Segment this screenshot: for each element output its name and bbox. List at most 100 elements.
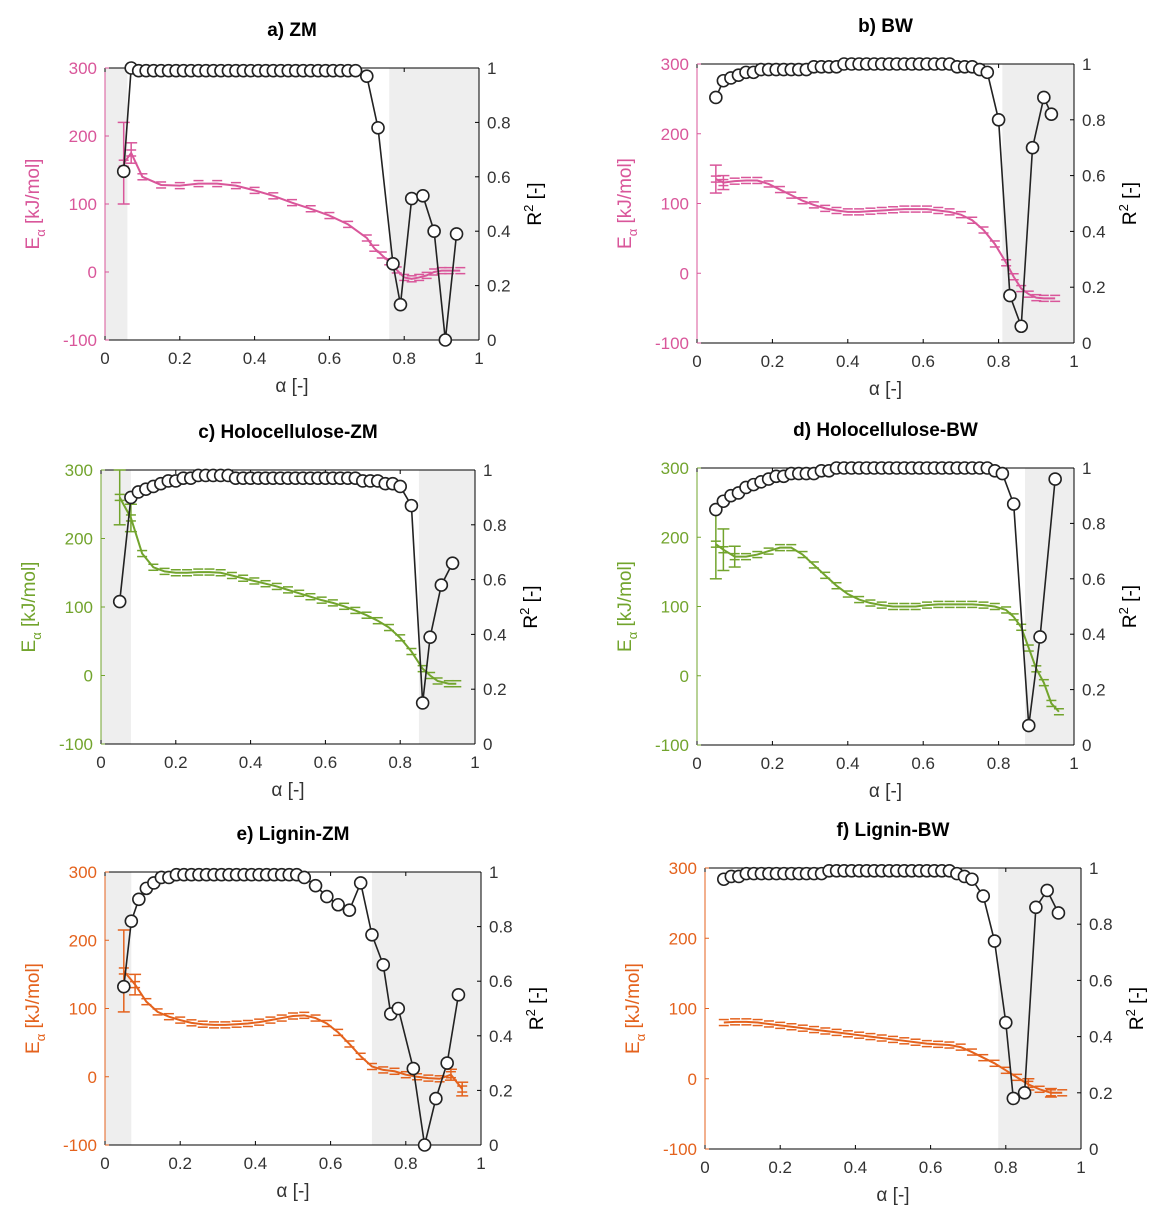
y2-tick-label: 0 (487, 331, 496, 350)
y-label-sub: α (625, 631, 640, 639)
y2-tick-label: 1 (1089, 859, 1098, 878)
chart-title: b) BW (858, 16, 913, 37)
x-tick-label: 1 (476, 1154, 485, 1173)
y2-label-main: R (1120, 211, 1141, 225)
r2-marker (404, 191, 419, 206)
y2-tick-label: 0.2 (483, 680, 507, 699)
y2-tick-label: 0.8 (1082, 111, 1106, 130)
shaded-region (389, 68, 479, 340)
series-E-line (715, 543, 1060, 713)
r2-marker (1003, 288, 1017, 303)
y2-tick-label: 0.6 (483, 571, 507, 590)
x-axis-label: α [-] (276, 1181, 309, 1202)
r2-marker (440, 1056, 454, 1070)
chart-panel-3: 0 0.2 0.4 0.6 0.8 1-100010020030000.20.40.60.… (19, 422, 542, 801)
y2-tick-label: 0.2 (1082, 278, 1106, 297)
y2-tick-label: 0 (1082, 334, 1091, 353)
y2-tick-label: 0.8 (1082, 514, 1106, 533)
series-E (718, 1018, 1068, 1098)
chart-panel-1: 0 0.2 0.4 0.6 0.8 1-100010020030000.20.40.60.… (23, 20, 546, 397)
r2-marker (1006, 1091, 1021, 1106)
y-tick-label: 200 (661, 528, 689, 547)
r2-marker (429, 1091, 443, 1106)
y2-tick-label: 1 (483, 461, 492, 480)
series-E-line (723, 1020, 1063, 1094)
y-axis-label: Eα [kJ/mol] (23, 963, 48, 1054)
r2-marker (353, 876, 368, 890)
r2-marker (371, 121, 385, 135)
y-label-main: E (615, 639, 636, 652)
y2-tick-label: 1 (487, 59, 496, 78)
y-axis-label: Eα [kJ/mol] (615, 561, 640, 652)
r2-marker (117, 979, 131, 994)
y2-tick-label: 0.6 (1089, 971, 1113, 990)
y-label-sub: α (33, 1033, 48, 1041)
r2-marker (376, 958, 391, 972)
y-tick-label: 100 (669, 1000, 697, 1019)
r2-marker (116, 164, 131, 179)
r2-marker (348, 63, 363, 78)
r2-marker (1040, 883, 1054, 898)
y2-label-main: R (527, 1016, 548, 1030)
y-tick-label: 0 (680, 264, 689, 283)
x-tick-label: 1 (1069, 754, 1078, 773)
y2-tick-label: 0.4 (1082, 625, 1106, 644)
y2-axis-label: R2 [-] (521, 182, 546, 225)
x-tick-label: 0.8 (392, 349, 416, 368)
series-R2-line (715, 63, 1053, 327)
r2-marker (297, 870, 312, 885)
x-tick-label: 0.6 (318, 349, 342, 368)
r2-marker (995, 466, 1010, 481)
y-tick-label: 100 (661, 598, 689, 617)
y2-tick-label: 0.6 (1082, 570, 1106, 589)
r2-marker (416, 189, 430, 203)
x-tick-label: 1 (474, 349, 483, 368)
y2-tick-label: 1 (1082, 459, 1091, 478)
y-tick-label: -100 (655, 736, 689, 755)
series-R2 (709, 57, 1059, 334)
y2-tick-label: 0.2 (487, 277, 511, 296)
y-label-sub: α (29, 632, 44, 640)
y-label-main: E (23, 1041, 44, 1054)
y2-tick-label: 0.4 (489, 1027, 513, 1046)
r2-marker (998, 1015, 1013, 1030)
x-tick-label: 0.6 (911, 754, 935, 773)
r2-marker (427, 224, 441, 238)
chart-title: c) Holocellulose-ZM (198, 422, 377, 443)
y2-tick-label: 0.8 (489, 918, 513, 937)
y2-tick-label: 0 (489, 1136, 498, 1155)
r2-marker (1006, 497, 1021, 511)
y-label-unit: [kJ/mol] (19, 562, 40, 633)
y2-axis-label: R2 [-] (1116, 182, 1141, 225)
x-tick-label: 0.8 (987, 754, 1011, 773)
r2-marker (391, 1001, 406, 1016)
y-tick-label: 100 (661, 195, 689, 214)
r2-marker (404, 498, 419, 513)
x-tick-label: 1 (470, 753, 479, 772)
r2-marker (308, 878, 323, 893)
y2-tick-label: 0.4 (1089, 1028, 1113, 1047)
y2-tick-label: 0 (1082, 736, 1091, 755)
y2-label-unit: [-] (527, 987, 548, 1009)
y2-tick-label: 0.4 (483, 625, 507, 644)
y2-tick-label: 0.6 (487, 168, 511, 187)
r2-marker (320, 889, 334, 904)
series-R2 (117, 867, 466, 1152)
r2-marker (709, 90, 723, 105)
y2-axis-label: R2 [-] (1116, 585, 1141, 628)
r2-marker (1048, 472, 1062, 486)
x-tick-label: 1 (1069, 352, 1078, 371)
r2-marker (1033, 630, 1047, 644)
chart-title: d) Holocellulose-BW (793, 420, 978, 441)
y-label-unit: [kJ/mol] (615, 561, 636, 632)
y-label-sub: α (33, 229, 48, 237)
y2-axis-label: R2 [-] (517, 585, 542, 628)
x-tick-label: 0.2 (761, 754, 785, 773)
y-tick-label: 0 (88, 1068, 97, 1087)
series-E (113, 469, 462, 688)
r2-marker (406, 1061, 421, 1076)
y-tick-label: 100 (65, 598, 93, 617)
x-axis-label: α [-] (275, 376, 308, 397)
r2-marker (987, 934, 1002, 948)
r2-marker (1051, 906, 1066, 920)
